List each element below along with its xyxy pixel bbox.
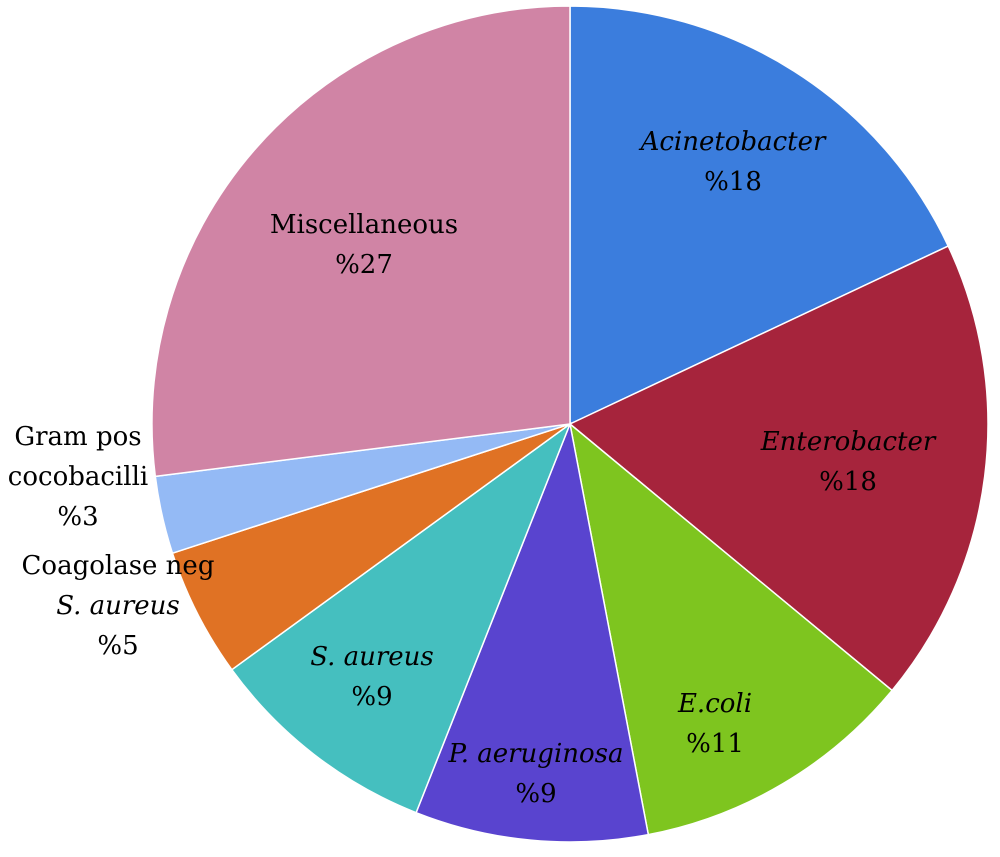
slice-percent-p-aeruginosa: %9 — [515, 779, 556, 809]
slice-percent-gram-pos-cocobacilli: %3 — [57, 502, 98, 532]
slice-label-acinetobacter-line-1: Acinetobacter — [639, 127, 827, 157]
slice-percent-miscellaneous: %27 — [335, 250, 393, 280]
slice-percent-coagolase-neg-s-aureus: %5 — [97, 631, 138, 661]
slice-percent-acinetobacter: %18 — [704, 167, 762, 197]
slice-percent-e-coli: %11 — [686, 729, 744, 759]
pie-slice-s-aureus — [230, 421, 572, 814]
pie-slice-acinetobacter — [569, 5, 950, 426]
pie-slice-e-coli — [568, 422, 894, 836]
slice-label-gram-pos-cocobacilli-line-2: cocobacilli — [8, 462, 148, 492]
pie-labels: Acinetobacter %18 Enterobacter %18 E.coli %11… — [8, 127, 937, 809]
pie-slice-miscellaneous — [151, 5, 571, 478]
slice-label-miscellaneous-line-1: Miscellaneous — [270, 210, 458, 240]
slice-percent-enterobacter: %18 — [819, 467, 877, 497]
pie-slice-enterobacter — [568, 245, 989, 692]
slice-label-coagolase-neg-s-aureus-line-1: Coagolase neg — [22, 551, 215, 581]
slice-label-enterobacter-line-1: Enterobacter — [760, 427, 937, 457]
slice-label-s-aureus-line-1: S. aureus — [310, 642, 434, 672]
slice-label-coagolase-neg-s-aureus-line-2: S. aureus — [56, 591, 180, 621]
slice-label-e-coli-line-1: E.coli — [677, 689, 752, 719]
slice-label-gram-pos-cocobacilli-line-1: Gram pos — [14, 422, 141, 452]
slice-label-p-aeruginosa-line-1: P. aeruginosa — [447, 739, 623, 769]
pie-slice-p-aeruginosa — [415, 421, 650, 843]
slice-percent-s-aureus: %9 — [351, 682, 392, 712]
pie-slices — [151, 5, 989, 843]
